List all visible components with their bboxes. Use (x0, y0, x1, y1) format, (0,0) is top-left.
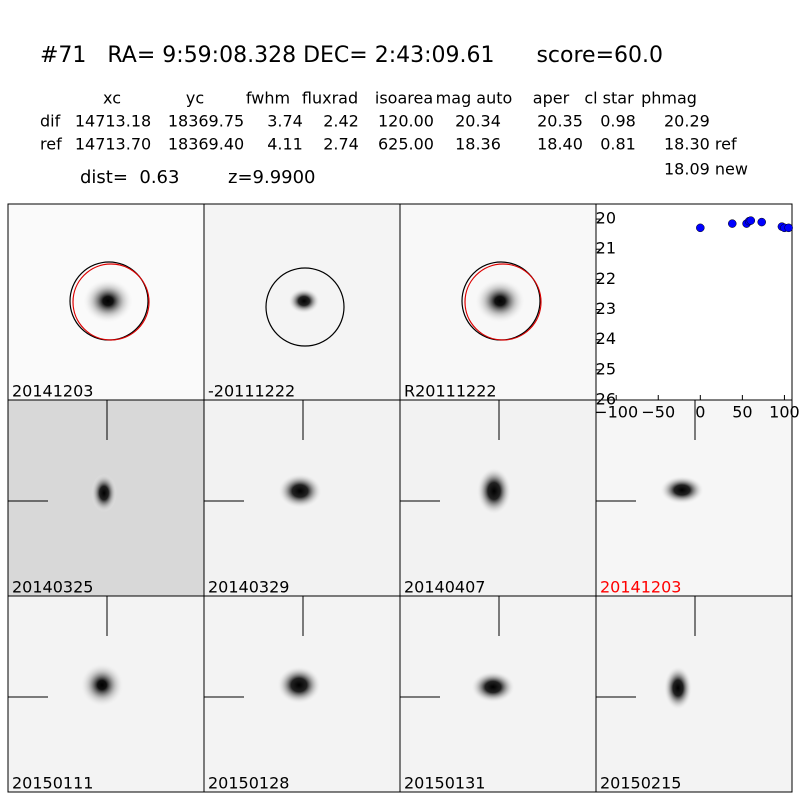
column-header: phmag (641, 89, 697, 108)
aperture-ref (72, 263, 150, 341)
title: #71 RA= 9:59:08.328 DEC= 2:43:09.61 scor… (40, 43, 663, 68)
source (476, 467, 512, 515)
source (663, 665, 693, 711)
table-cell: 20.34 (455, 112, 501, 131)
table-cell: 18.40 (537, 135, 583, 154)
point (746, 216, 756, 225)
table-cell: 18.36 (455, 135, 501, 154)
table-cell: 4.11 (267, 135, 303, 154)
point (728, 219, 737, 228)
x-tick-label: −50 (641, 403, 675, 422)
y-tick-label: 21 (596, 239, 616, 258)
stamp-label: 20140407 (404, 578, 485, 597)
stamp-label: 20150215 (600, 774, 681, 793)
stamp-label: 20141203 (12, 382, 93, 401)
column-header: aper (533, 89, 570, 108)
column-header: isoarea (375, 89, 433, 108)
column-header: fluxrad (302, 89, 358, 108)
point (757, 217, 766, 227)
source (288, 288, 320, 314)
extra: 18.09 new (664, 160, 748, 179)
aperture-ref (464, 263, 542, 341)
point (784, 223, 793, 233)
aperture (265, 267, 345, 347)
table-cell: 0.81 (600, 135, 636, 154)
column-header: fwhm (246, 89, 290, 108)
stamp-label: 20150128 (208, 774, 289, 793)
y-tick-label: 23 (596, 299, 616, 318)
y-tick-label: 26 (596, 390, 616, 409)
table-cell: 18369.75 (168, 112, 244, 131)
x-tick-label: 0 (695, 403, 705, 422)
y-tick-label: 25 (596, 359, 616, 378)
table-cell: 14713.18 (75, 112, 151, 131)
table-cell: 2.74 (323, 135, 359, 154)
table-cell: 18369.40 (168, 135, 244, 154)
table-cell: 2.42 (323, 112, 359, 131)
source (82, 278, 134, 324)
z: z=9.9900 (228, 167, 316, 188)
table-cell: 625.00 (378, 135, 434, 154)
table-cell: 14713.70 (75, 135, 151, 154)
source (277, 473, 323, 509)
y-tick-label: 24 (596, 329, 616, 348)
y-tick-label: 22 (596, 269, 616, 288)
source (659, 475, 705, 505)
table-cell: 3.74 (267, 112, 303, 131)
stamp-label: -20111222 (208, 382, 295, 401)
x-tick-label: 100 (769, 403, 800, 422)
column-header: cl star (584, 89, 634, 108)
source (91, 473, 117, 513)
column-header: yc (186, 89, 204, 108)
table-cell: 0.98 (600, 112, 636, 131)
stamp-label: R20111222 (404, 382, 497, 401)
table-cell: ref (40, 135, 62, 154)
chart: 20 21 22 23 24 25 26−100 −50 0 50 100 (594, 203, 800, 422)
stamp-label: 20150131 (404, 774, 485, 793)
column-header: xc (103, 89, 121, 108)
stamp-label: 20140329 (208, 578, 289, 597)
x-tick-label: 50 (732, 403, 752, 422)
stamp-label: 20150111 (12, 774, 93, 793)
source (276, 665, 322, 705)
y-tick-label: 20 (596, 209, 616, 228)
plot-area (595, 203, 793, 401)
table-cell: 20.29 (664, 112, 710, 131)
table-cell: 120.00 (378, 112, 434, 131)
source (470, 671, 516, 703)
x-tick-label: −100 (594, 403, 638, 422)
point (696, 223, 705, 233)
source (474, 278, 526, 324)
stamp-label: 20141203 (600, 578, 681, 597)
table-cell: dif (40, 112, 61, 131)
table-cell: 18.30 ref (664, 135, 737, 154)
panels: 20141203 -20111222 R20111222 20140325 201403… (7, 203, 793, 793)
stamp-label: 20140325 (12, 578, 93, 597)
table-cell: 20.35 (537, 112, 583, 131)
stamp (595, 595, 793, 793)
column-header: mag auto (436, 89, 513, 108)
dist: dist= 0.63 (80, 167, 179, 188)
source (79, 662, 125, 708)
